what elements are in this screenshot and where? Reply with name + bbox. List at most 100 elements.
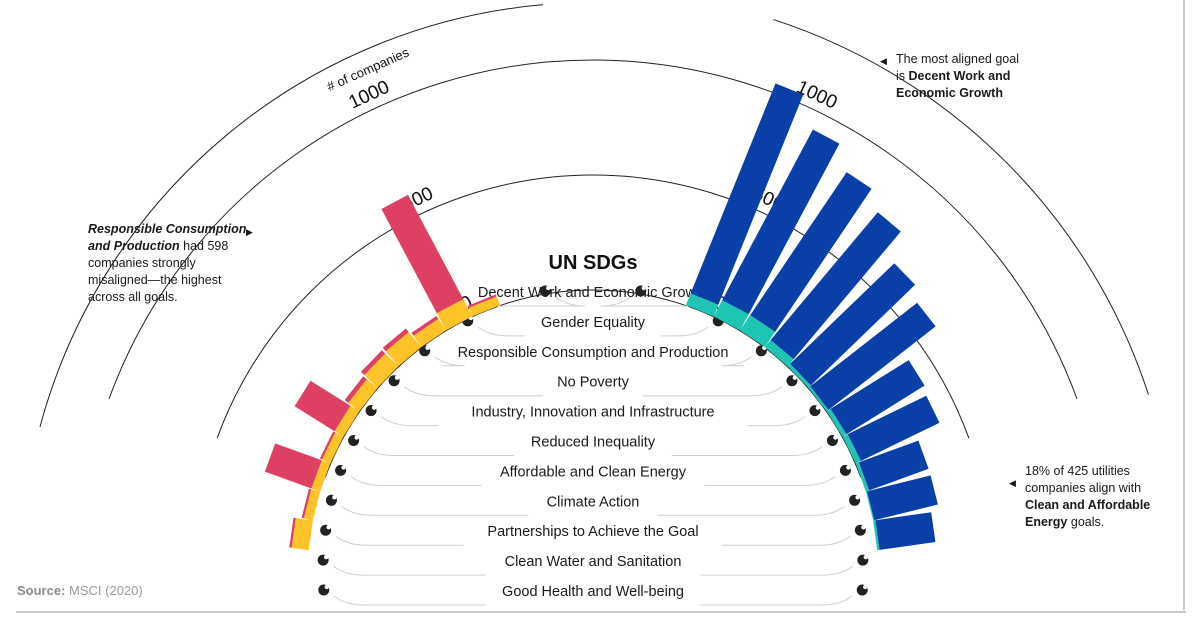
arrow-left-icon: ◀ bbox=[1009, 478, 1016, 488]
bar-left-1-1 bbox=[381, 194, 464, 314]
bar-right-0-7 bbox=[842, 434, 861, 464]
gears-recycle-icon-glyph-left bbox=[425, 345, 430, 350]
bar-left-0-6 bbox=[334, 405, 360, 437]
hand-heart-icon-glyph-right bbox=[833, 435, 838, 440]
health-hand-icon-glyph-left bbox=[324, 584, 329, 590]
scale-ring-1000 bbox=[108, 59, 1078, 400]
bar-left-0-7 bbox=[322, 432, 344, 464]
bar-left-0-4 bbox=[364, 353, 399, 388]
source-text: MSCI (2020) bbox=[69, 583, 143, 598]
bar-left-1-10 bbox=[289, 517, 296, 548]
bar-right-1-10 bbox=[875, 512, 936, 550]
annotation-right-text: 18% of 425 utilities companies align wit… bbox=[1025, 464, 1142, 495]
chart-money-icon-glyph-left bbox=[546, 285, 551, 291]
bar-right-1-6 bbox=[830, 360, 925, 435]
globe-eye-icon-glyph-left bbox=[332, 495, 337, 500]
bar-right-1-5 bbox=[810, 302, 936, 410]
category-label-5: Reduced Inequality bbox=[531, 435, 656, 451]
scale-ring-outer-right bbox=[773, 19, 1149, 395]
connector-right-7 bbox=[657, 505, 845, 516]
scale-ring-outer-left bbox=[39, 4, 544, 427]
bar-left-0-0 bbox=[468, 296, 501, 317]
bar-right-1-7 bbox=[847, 395, 940, 461]
hand-heart-icon-glyph-left bbox=[354, 435, 359, 440]
bar-right-0-0 bbox=[685, 293, 719, 317]
bar-right-1-3 bbox=[770, 212, 901, 360]
category-label-2: Responsible Consumption and Production bbox=[458, 345, 729, 361]
bar-right-0-2 bbox=[739, 315, 776, 348]
category-label-1: Gender Equality bbox=[541, 315, 646, 331]
annotation-left: Responsible Consumption and Production h… bbox=[88, 221, 253, 306]
connector-right-4 bbox=[747, 416, 806, 427]
house-family-icon-glyph-left bbox=[394, 375, 400, 380]
bar-left-0-10 bbox=[291, 518, 313, 551]
connector-right-6 bbox=[704, 475, 836, 486]
source-note: Source: MSCI (2020) bbox=[17, 583, 143, 598]
category-label-9: Clean Water and Sanitation bbox=[505, 554, 682, 570]
annotation-top-right-text: The most aligned goal is bbox=[896, 52, 1019, 83]
bar-right-1-2 bbox=[750, 172, 872, 332]
connector-left-1 bbox=[477, 326, 525, 337]
category-label-0: Decent Work and Economic Growth bbox=[478, 285, 708, 301]
globe-eye-icon-glyph-right bbox=[855, 495, 860, 500]
bar-right-0-1 bbox=[713, 300, 749, 331]
connector-left-9 bbox=[332, 565, 486, 576]
connector-left-8 bbox=[335, 535, 464, 546]
connector-right-10 bbox=[700, 595, 853, 606]
connector-right-1 bbox=[661, 326, 709, 337]
connector-left-4 bbox=[380, 416, 439, 427]
category-label-3: No Poverty bbox=[557, 375, 629, 391]
connector-right-3 bbox=[643, 386, 783, 397]
bar-left-1-9 bbox=[301, 488, 312, 519]
annotation-left-italic: Responsible Consumption and Production bbox=[88, 222, 247, 253]
bar-left-1-7 bbox=[319, 431, 336, 460]
bar-left-0-1 bbox=[436, 299, 473, 331]
health-hand-icon-glyph-right bbox=[863, 584, 868, 590]
annotation-right: ◀ 18% of 425 utilities companies align w… bbox=[1009, 463, 1160, 531]
frame-bottom-line bbox=[16, 611, 1186, 613]
scale-ring-500 bbox=[216, 174, 970, 439]
bar-right-0-9 bbox=[865, 491, 875, 521]
bar-right-0-4 bbox=[787, 363, 811, 388]
people-link-icon-glyph-right bbox=[861, 525, 866, 530]
bar-right-1-0 bbox=[690, 83, 804, 305]
bar-left-1-5 bbox=[344, 376, 367, 403]
water-hand-icon-glyph-right bbox=[863, 554, 869, 560]
bar-left-1-3 bbox=[382, 328, 409, 352]
bar-left-0-3 bbox=[385, 332, 422, 367]
connector-left-2 bbox=[434, 356, 465, 367]
connector-right-0 bbox=[600, 296, 719, 307]
bar-right-0-3 bbox=[764, 340, 794, 367]
lightbulb-icon-glyph-right bbox=[815, 405, 821, 410]
bar-left-0-9 bbox=[303, 489, 321, 521]
connector-right-9 bbox=[700, 565, 854, 576]
energy-bulb-icon-glyph-left bbox=[341, 465, 346, 470]
bar-left-1-0 bbox=[468, 294, 497, 308]
bar-left-1-8 bbox=[264, 443, 322, 489]
annotation-left-text: had 598 companies strongly misaligned—th… bbox=[88, 239, 229, 304]
category-label-7: Climate Action bbox=[547, 494, 640, 510]
bar-right-1-8 bbox=[858, 440, 929, 491]
water-hand-icon-glyph-left bbox=[323, 554, 329, 560]
connector-left-5 bbox=[363, 446, 515, 456]
annotation-top-right-bold: Decent Work and Economic Growth bbox=[896, 69, 1011, 100]
scale-ring-0 bbox=[324, 289, 862, 478]
source-label: Source: bbox=[17, 583, 66, 598]
bar-left-1-4 bbox=[361, 350, 386, 375]
chart-title: UN SDGs bbox=[549, 252, 638, 274]
bar-left-1-6 bbox=[294, 380, 351, 432]
bar-right-0-8 bbox=[855, 462, 870, 492]
category-label-8: Partnerships to Achieve the Goal bbox=[487, 524, 698, 540]
annotation-top-right: ◀ The most aligned goal is Decent Work a… bbox=[880, 51, 1026, 102]
connector-right-2 bbox=[721, 356, 752, 367]
bar-right-1-1 bbox=[722, 129, 840, 315]
connector-left-6 bbox=[350, 475, 482, 486]
annotation-right-bold: Clean and Affordable Energy bbox=[1025, 498, 1151, 529]
bar-right-0-6 bbox=[826, 408, 847, 437]
category-label-4: Industry, Innovation and Infrastructure bbox=[471, 405, 714, 421]
bar-right-1-4 bbox=[790, 263, 916, 386]
arrow-left-icon: ◀ bbox=[880, 56, 887, 66]
connector-left-7 bbox=[341, 505, 529, 516]
bar-right-1-9 bbox=[867, 475, 938, 521]
